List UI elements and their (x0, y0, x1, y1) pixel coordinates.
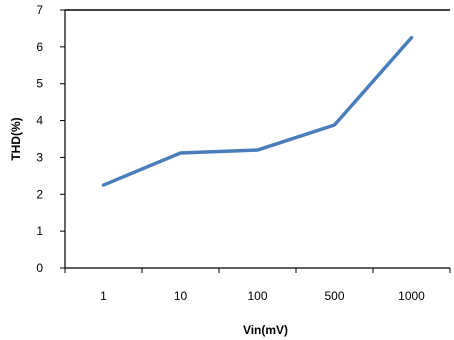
y-tick-label: 1 (36, 224, 43, 238)
x-tick-label: 10 (174, 289, 188, 303)
series-lines (101, 35, 414, 187)
series-line (101, 35, 414, 187)
x-tick-label: 1000 (398, 289, 425, 303)
y-tick-label: 3 (36, 150, 43, 164)
y-axis-title: THD(%) (9, 117, 23, 160)
y-tick-label: 7 (36, 3, 43, 17)
y-tick-label: 5 (36, 77, 43, 91)
x-axis-ticks: 1 10 100 500 1000 (64, 268, 451, 303)
y-tick-label: 4 (36, 114, 43, 128)
plot-area (64, 9, 450, 269)
y-tick-label: 6 (36, 40, 43, 54)
x-axis-title: Vin(mV) (243, 323, 288, 337)
x-tick-label: 100 (247, 289, 267, 303)
x-tick-label: 1 (100, 289, 107, 303)
y-tick-label: 0 (36, 261, 43, 275)
y-axis-ticks: 0 1 2 3 4 5 6 7 (36, 3, 65, 275)
x-tick-label: 500 (324, 289, 344, 303)
y-tick-label: 2 (36, 187, 43, 201)
